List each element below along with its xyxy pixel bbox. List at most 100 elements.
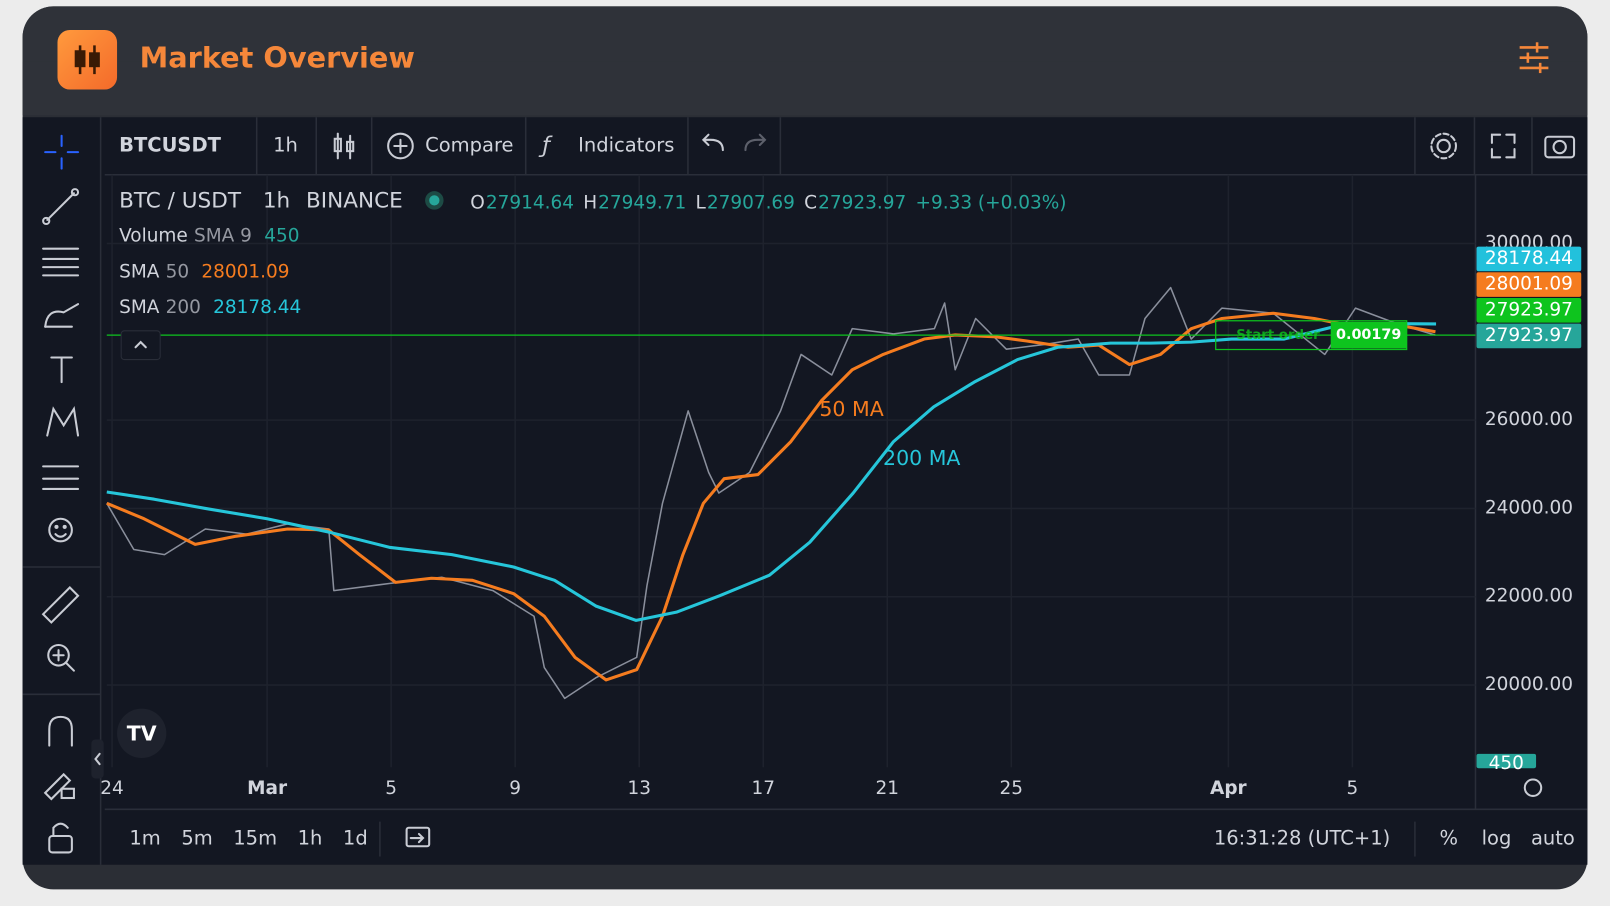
price-label: 27923.97 <box>1485 325 1573 346</box>
order-label: Start order <box>1236 328 1320 343</box>
time-axis-settings[interactable] <box>1523 778 1543 797</box>
trend-line-tool[interactable] <box>42 188 80 226</box>
interval-button[interactable]: 1h <box>273 133 298 156</box>
header-title: Market Overview <box>140 41 415 75</box>
x-tick-label: 5 <box>385 778 397 799</box>
price-label-box <box>1476 323 1582 349</box>
annotation: 200 MA <box>883 446 960 470</box>
study-param: 50 <box>166 261 190 282</box>
study-name: SMA <box>119 297 160 318</box>
legend-pair: BTC / USDT <box>119 188 242 213</box>
x-tick-label: 21 <box>876 778 900 799</box>
drawing-tools <box>22 134 101 854</box>
collapse-legend-button[interactable] <box>120 330 161 361</box>
icon-tool[interactable] <box>48 517 73 543</box>
fullscreen-button[interactable] <box>1490 133 1516 159</box>
brush-tool[interactable] <box>44 303 80 328</box>
ohlc-values: O 27914.64 H 27949.71 L 27907.69 C 27923.97 +9.3… <box>470 192 1066 213</box>
plot-area: 24 Mar 5 9 13 17 21 25 Apr 5 20000.00 22000.00 24000… <box>100 174 1582 799</box>
price-label-box <box>1476 297 1582 323</box>
price-label-box <box>1476 753 1537 769</box>
tv-logo-text: TV <box>127 721 157 745</box>
ohlc-key: H <box>583 192 597 213</box>
compare-button[interactable]: Compare <box>425 133 513 156</box>
market-status-dot <box>429 195 440 206</box>
legend-exchange: BINANCE <box>306 188 403 213</box>
header-fill <box>22 61 1588 116</box>
chart-panel <box>22 117 1588 865</box>
order-qty: 0.00179 <box>1336 327 1401 343</box>
fib-tool[interactable] <box>42 247 80 277</box>
scale-option[interactable]: % <box>1440 827 1459 850</box>
price-label-box <box>1476 272 1582 297</box>
ohlc-key: L <box>695 192 706 213</box>
series-line <box>106 286 1436 700</box>
lock-drawings-tool[interactable] <box>43 772 75 801</box>
tv-logo[interactable] <box>117 708 167 758</box>
logo-glyph <box>74 45 100 75</box>
study-param: SMA 9 <box>194 225 252 246</box>
magnet-tool[interactable] <box>48 715 73 747</box>
ruler-tool[interactable] <box>41 586 80 624</box>
sidebar-toggle[interactable] <box>91 739 104 779</box>
compare-icon <box>387 132 414 160</box>
settings-button[interactable] <box>1519 42 1549 74</box>
indicators-button[interactable]: Indicators <box>578 133 674 156</box>
x-tick-label: 24 <box>100 778 124 799</box>
pattern-tool[interactable] <box>46 405 80 437</box>
series-line <box>106 321 1437 622</box>
study-name: Volume <box>119 225 188 246</box>
ohlc-key: C <box>804 192 817 213</box>
chart-style-button[interactable] <box>333 132 355 160</box>
legend-interval: 1h <box>263 188 290 213</box>
zoom-tool[interactable] <box>47 643 75 672</box>
x-tick-label: Apr <box>1210 778 1248 799</box>
chart-legend: BTC / USDT 1h BINANCE O 27914.64 H 27949.71… <box>119 188 1067 361</box>
x-tick-label: 9 <box>509 778 521 799</box>
scale-option[interactable]: auto <box>1531 827 1575 850</box>
y-tick-label: 20000.00 <box>1485 674 1573 695</box>
app-logo <box>57 29 118 90</box>
ohlc-change: +9.33 (+0.03%) <box>915 192 1066 213</box>
chart-settings-button[interactable] <box>1430 132 1458 160</box>
series-line <box>106 311 1436 682</box>
prediction-tool[interactable] <box>42 465 80 490</box>
x-tick-label: 25 <box>1000 778 1024 799</box>
x-tick-label: 13 <box>627 778 651 799</box>
date-range-button[interactable] <box>405 826 431 848</box>
text-tool[interactable] <box>50 356 73 384</box>
x-tick-label: 5 <box>1347 778 1359 799</box>
y-tick-label: 26000.00 <box>1485 409 1573 430</box>
scale-option[interactable]: log <box>1482 827 1512 850</box>
study-value: 450 <box>264 225 299 246</box>
undo-button[interactable] <box>701 133 724 152</box>
sidebar-toggle-icon <box>94 752 101 766</box>
timeframe-button[interactable]: 15m <box>233 827 277 850</box>
y-tick-label: 22000.00 <box>1485 586 1573 607</box>
price-label: 28178.44 <box>1485 248 1573 269</box>
ohlc-value: 27923.97 <box>818 192 906 213</box>
top-toolbar: BTCUSDT 1h Compare ƒ Indicators <box>119 117 1576 175</box>
timeframe-button[interactable]: 1h <box>298 827 323 850</box>
redo-button[interactable] <box>744 133 767 152</box>
snapshot-button[interactable] <box>1544 135 1576 159</box>
ohlc-key: O <box>470 192 485 213</box>
timeframe-button[interactable]: 1d <box>343 827 368 850</box>
unlock-tool[interactable] <box>48 822 73 854</box>
study-param: 200 <box>166 297 201 318</box>
study-value: 28178.44 <box>213 297 301 318</box>
y-tick-label: 24000.00 <box>1485 497 1573 518</box>
price-label-box <box>1476 246 1582 272</box>
symbol-button[interactable]: BTCUSDT <box>119 133 222 156</box>
timeframe-button[interactable]: 5m <box>181 827 212 850</box>
study-name: SMA <box>119 261 160 282</box>
price-label: 27923.97 <box>1485 299 1573 320</box>
timeframe-button[interactable]: 1m <box>129 827 160 850</box>
studies-legend: Volume SMA 9 450 SMA 50 28001.09 SMA 200 28178.4… <box>119 225 301 318</box>
ohlc-value: 27907.69 <box>707 192 795 213</box>
crosshair-tool[interactable] <box>44 134 80 170</box>
collapse-icon <box>134 340 147 349</box>
order-qty-box <box>1330 321 1407 349</box>
